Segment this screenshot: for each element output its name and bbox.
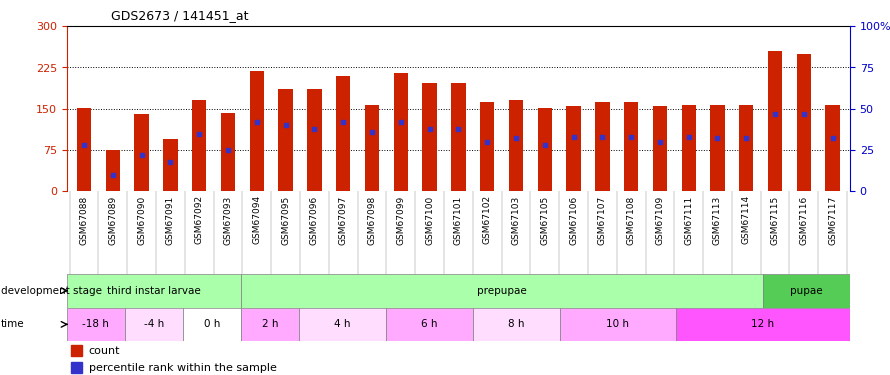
Bar <box>763 274 850 308</box>
Bar <box>70 362 83 374</box>
Text: prepupae: prepupae <box>477 286 527 296</box>
Text: GSM67105: GSM67105 <box>540 195 549 244</box>
Text: GSM67092: GSM67092 <box>195 195 204 244</box>
Text: -4 h: -4 h <box>143 320 164 329</box>
Bar <box>221 112 235 191</box>
Bar <box>77 108 92 191</box>
Text: GSM67114: GSM67114 <box>741 195 751 244</box>
Text: GSM67088: GSM67088 <box>79 195 88 244</box>
Text: percentile rank within the sample: percentile rank within the sample <box>89 363 277 373</box>
Text: time: time <box>1 320 25 329</box>
Text: GSM67089: GSM67089 <box>109 195 117 244</box>
Text: GSM67106: GSM67106 <box>569 195 578 244</box>
Bar <box>182 308 241 341</box>
Bar <box>538 108 552 191</box>
Bar <box>393 73 408 191</box>
Text: GSM67117: GSM67117 <box>829 195 837 244</box>
Bar <box>67 308 125 341</box>
Bar <box>299 308 386 341</box>
Text: 6 h: 6 h <box>421 320 438 329</box>
Text: GDS2673 / 141451_at: GDS2673 / 141451_at <box>111 9 248 22</box>
Text: GSM67116: GSM67116 <box>799 195 808 244</box>
Bar <box>624 102 638 191</box>
Bar <box>134 114 149 191</box>
Bar <box>797 54 811 191</box>
Text: GSM67098: GSM67098 <box>368 195 376 244</box>
Bar <box>509 100 523 191</box>
Bar <box>106 150 120 191</box>
Text: 4 h: 4 h <box>334 320 351 329</box>
Text: GSM67091: GSM67091 <box>166 195 175 244</box>
Text: GSM67102: GSM67102 <box>482 195 491 244</box>
Text: GSM67113: GSM67113 <box>713 195 722 244</box>
Text: GSM67095: GSM67095 <box>281 195 290 244</box>
Bar <box>682 105 696 191</box>
Text: GSM67115: GSM67115 <box>771 195 780 244</box>
Text: pupae: pupae <box>790 286 822 296</box>
Text: GSM67101: GSM67101 <box>454 195 463 244</box>
Text: -18 h: -18 h <box>82 320 109 329</box>
Bar <box>566 106 581 191</box>
Text: GSM67097: GSM67097 <box>339 195 348 244</box>
Text: 12 h: 12 h <box>751 320 774 329</box>
Text: GSM67107: GSM67107 <box>598 195 607 244</box>
Bar <box>365 105 379 191</box>
Bar <box>826 105 840 191</box>
Text: 2 h: 2 h <box>262 320 278 329</box>
Text: GSM67108: GSM67108 <box>627 195 635 244</box>
Bar <box>336 76 351 191</box>
Bar <box>423 83 437 191</box>
Text: GSM67100: GSM67100 <box>425 195 434 244</box>
Text: count: count <box>89 346 120 356</box>
Bar <box>595 102 610 191</box>
Bar <box>710 105 724 191</box>
Bar <box>386 308 473 341</box>
Bar <box>241 308 299 341</box>
Text: GSM67090: GSM67090 <box>137 195 146 244</box>
Text: third instar larvae: third instar larvae <box>107 286 200 296</box>
Bar <box>739 105 754 191</box>
Text: GSM67096: GSM67096 <box>310 195 319 244</box>
Bar <box>163 139 178 191</box>
Bar <box>279 90 293 191</box>
Text: GSM67109: GSM67109 <box>655 195 665 244</box>
Bar <box>70 345 83 356</box>
Text: GSM67103: GSM67103 <box>512 195 521 244</box>
Bar <box>768 51 782 191</box>
Bar <box>192 100 206 191</box>
Bar <box>125 308 182 341</box>
Bar <box>480 102 494 191</box>
Bar <box>241 274 763 308</box>
Bar <box>451 83 465 191</box>
Bar <box>307 90 321 191</box>
Bar <box>67 274 241 308</box>
Bar <box>473 308 560 341</box>
Text: 10 h: 10 h <box>606 320 629 329</box>
Text: GSM67094: GSM67094 <box>252 195 262 244</box>
Text: GSM67093: GSM67093 <box>223 195 232 244</box>
Text: GSM67111: GSM67111 <box>684 195 693 244</box>
Bar <box>249 71 264 191</box>
Text: GSM67099: GSM67099 <box>396 195 405 244</box>
Text: development stage: development stage <box>1 286 101 296</box>
Bar <box>652 106 668 191</box>
Text: 8 h: 8 h <box>508 320 524 329</box>
Text: 0 h: 0 h <box>204 320 220 329</box>
Bar <box>560 308 676 341</box>
Bar <box>676 308 850 341</box>
